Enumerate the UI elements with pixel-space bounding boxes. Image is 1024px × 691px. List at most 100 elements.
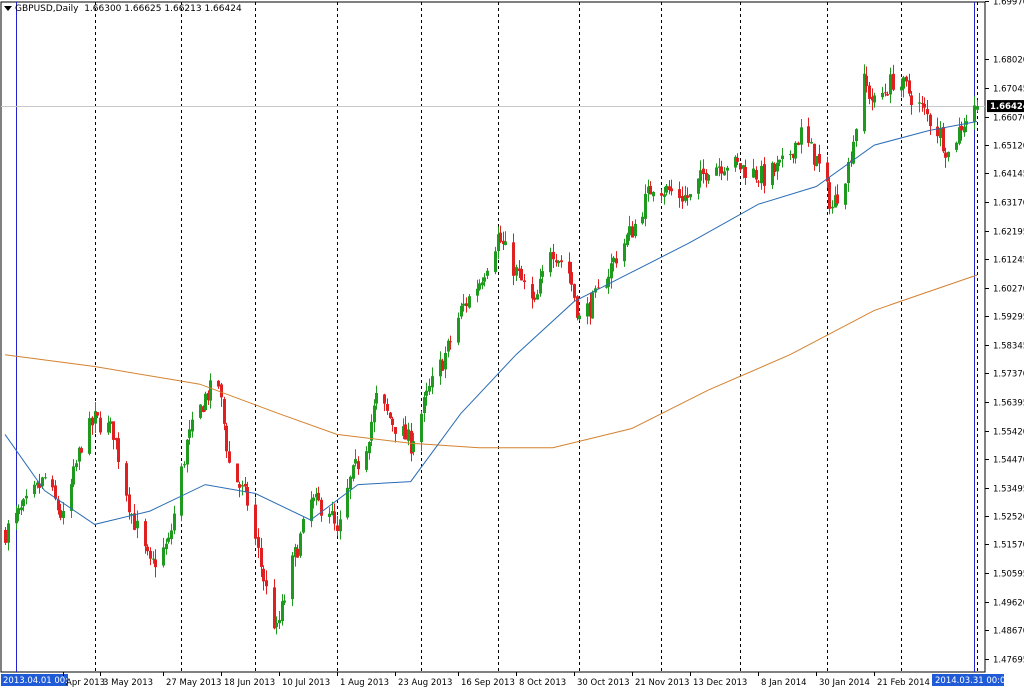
candle-body <box>807 126 810 143</box>
candle-body <box>352 465 355 479</box>
candle-body <box>557 260 560 264</box>
candle-body <box>460 305 463 317</box>
y-axis-label: 1.68020 <box>993 56 1024 66</box>
candle-body <box>531 284 534 299</box>
y-axis-label: 1.47695 <box>993 656 1024 666</box>
x-marker-end-box <box>932 674 1004 686</box>
candle-body <box>468 296 471 308</box>
candle-body <box>410 430 413 454</box>
candle-body <box>407 429 410 441</box>
candle-body <box>346 487 349 518</box>
x-axis-label: 13 Dec 2013 <box>693 678 747 688</box>
candle-body <box>939 128 942 138</box>
candle-body <box>170 530 173 540</box>
candle-body <box>476 288 479 296</box>
candle-body <box>612 257 615 263</box>
candle-body <box>220 384 223 398</box>
candle-body <box>481 282 484 286</box>
candle-body <box>699 170 702 181</box>
chevron-down-icon[interactable] <box>4 6 12 11</box>
high-value: 1.66625 <box>124 4 162 14</box>
candle-body <box>144 521 147 547</box>
candle-body <box>497 234 500 252</box>
y-axis-label: 1.54470 <box>993 456 1024 466</box>
candle-body <box>217 380 220 387</box>
y-axis-label: 1.50595 <box>993 570 1024 580</box>
candle-body <box>238 484 241 488</box>
candle-body <box>918 102 921 104</box>
candle-body <box>254 504 257 539</box>
candle-body <box>244 483 247 487</box>
candle-body <box>357 461 360 470</box>
candle-body <box>863 73 866 132</box>
candle-body <box>815 156 818 167</box>
candle-body <box>246 486 249 506</box>
y-axis-label: 1.51570 <box>993 541 1024 551</box>
candle-body <box>20 507 23 511</box>
candle-body <box>128 494 131 513</box>
x-axis-label: Apr 2013 <box>66 678 105 688</box>
x-axis-label: 8 Oct 2013 <box>519 678 566 688</box>
candle-body <box>499 232 502 242</box>
y-axis-label: 1.63170 <box>993 199 1024 209</box>
y-axis-label: 1.61245 <box>993 256 1024 266</box>
candle-body <box>660 193 663 196</box>
candle-body <box>684 195 687 201</box>
y-axis-label: 1.67045 <box>993 85 1024 95</box>
candle-body <box>262 568 265 582</box>
candle-body <box>905 76 908 82</box>
candle-body <box>80 448 83 453</box>
candle-body <box>38 483 41 488</box>
candle-body <box>781 155 784 159</box>
candle-body <box>465 303 468 307</box>
candle-body <box>99 417 102 433</box>
candle-body <box>718 166 721 168</box>
candle-body <box>623 243 626 262</box>
candle-body <box>315 493 318 498</box>
candle-body <box>349 476 352 490</box>
candle-body <box>921 103 924 105</box>
candle-body <box>449 341 452 343</box>
candle-body <box>41 477 44 487</box>
candle-body <box>36 482 39 486</box>
candle-body <box>549 252 552 273</box>
candle-body <box>844 183 847 205</box>
candle-body <box>763 164 766 186</box>
candle-body <box>420 413 423 443</box>
candle-body <box>828 182 831 209</box>
candle-body <box>552 251 555 260</box>
candle-body <box>900 86 903 91</box>
candle-body <box>739 163 742 170</box>
x-axis-label: 30 Jan 2014 <box>819 678 870 688</box>
candle-body <box>44 477 47 479</box>
candle-body <box>963 126 966 133</box>
x-axis-label: 2013.04.01 00:00 <box>3 676 79 686</box>
candle-body <box>573 284 576 298</box>
candle-body <box>605 286 608 288</box>
candle-body <box>294 547 297 558</box>
candle-body <box>15 512 18 524</box>
candle-body <box>241 485 244 487</box>
candle-body <box>539 278 542 294</box>
plot-frame <box>0 1 986 673</box>
candle-body <box>649 185 652 195</box>
candle-body <box>884 92 887 94</box>
candle-body <box>502 240 505 245</box>
candle-body <box>541 271 544 277</box>
candle-body <box>973 105 976 122</box>
candle-body <box>478 283 481 290</box>
candle-body <box>33 484 36 495</box>
candle-body <box>834 195 837 208</box>
candle-body <box>373 405 376 423</box>
candle-body <box>665 185 668 193</box>
x-axis-label: 21 Feb 2014 <box>877 678 930 688</box>
candle-body <box>4 529 7 543</box>
candle-body <box>223 399 226 424</box>
candle-body <box>681 195 684 202</box>
candle-body <box>278 620 281 624</box>
y-axis-label: 1.58345 <box>993 342 1024 352</box>
candle-body <box>868 85 871 99</box>
candle-body <box>209 380 212 401</box>
candle-body <box>644 193 647 219</box>
